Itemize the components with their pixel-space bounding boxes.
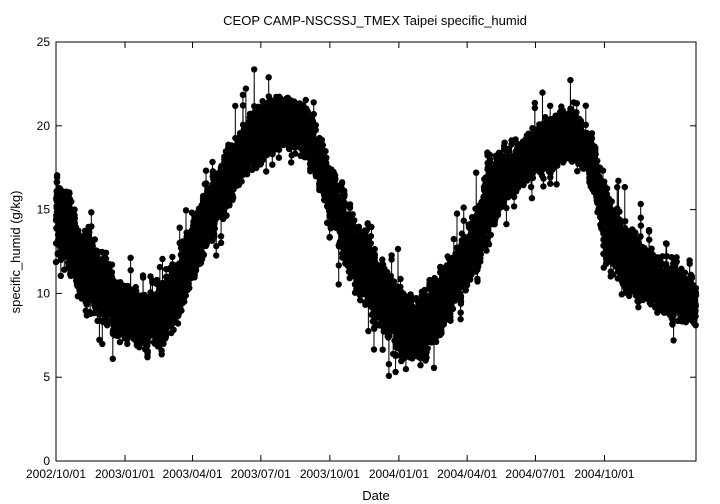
- data-point: [186, 284, 193, 291]
- data-point: [217, 239, 225, 247]
- data-point: [265, 74, 272, 81]
- data-point: [242, 85, 250, 92]
- data-point: [243, 171, 251, 178]
- data-point: [170, 326, 177, 333]
- data-point: [335, 281, 342, 288]
- data-point: [288, 159, 295, 166]
- data-point: [66, 190, 73, 197]
- data-point: [178, 307, 185, 314]
- data-point: [322, 148, 329, 155]
- data-point: [158, 351, 165, 358]
- data-point: [102, 249, 110, 256]
- chart-title: CEOP CAMP-NSCSSJ_TMEX Taipei specific_hu…: [223, 13, 527, 28]
- data-point: [211, 225, 218, 232]
- data-point: [144, 347, 151, 355]
- data-point: [181, 298, 188, 305]
- data-point: [176, 224, 183, 231]
- data-point: [239, 102, 247, 109]
- data-point: [108, 261, 116, 268]
- data-point: [139, 274, 147, 281]
- data-point: [127, 254, 134, 261]
- data-point: [323, 154, 330, 161]
- data-point: [310, 110, 317, 118]
- data-point: [341, 191, 348, 199]
- data-point: [71, 206, 78, 213]
- data-point: [292, 150, 299, 157]
- data-point: [326, 233, 333, 241]
- data-point: [202, 167, 210, 174]
- data-point: [239, 91, 247, 99]
- data-point: [230, 194, 237, 201]
- data-point: [232, 102, 239, 110]
- data-point: [169, 253, 176, 261]
- data-point: [355, 223, 363, 230]
- data-point: [159, 255, 166, 263]
- data-point: [307, 168, 314, 175]
- data-point: [211, 233, 218, 240]
- data-point: [318, 136, 325, 143]
- data-point: [192, 267, 200, 274]
- series-layer: [52, 66, 700, 380]
- data-point: [213, 252, 220, 259]
- data-point: [263, 168, 270, 175]
- data-point: [61, 266, 68, 273]
- data-point: [338, 179, 346, 186]
- data-point: [127, 267, 134, 274]
- data-point: [88, 209, 95, 216]
- data-point: [99, 340, 106, 348]
- data-point: [53, 178, 61, 186]
- data-point: [102, 255, 110, 262]
- data-point: [335, 262, 342, 269]
- data-point: [182, 292, 189, 299]
- data-point: [91, 309, 98, 317]
- data-point: [310, 99, 317, 106]
- data-point: [332, 175, 339, 182]
- data-point: [52, 258, 60, 266]
- data-point: [124, 340, 131, 348]
- data-point: [312, 122, 319, 129]
- data-point: [91, 236, 99, 243]
- data-point: [209, 158, 216, 166]
- data-point: [53, 172, 61, 179]
- data-point: [351, 217, 358, 224]
- data-point: [349, 211, 356, 218]
- data-point: [275, 146, 283, 153]
- data-point: [174, 320, 182, 327]
- data-point: [71, 215, 78, 222]
- data-point: [108, 269, 116, 276]
- data-point: [200, 251, 208, 259]
- data-point: [156, 263, 164, 271]
- data-point: [217, 233, 225, 240]
- data-point: [251, 66, 258, 73]
- data-point: [68, 198, 75, 205]
- data-point: [86, 229, 93, 236]
- data-point: [223, 212, 230, 219]
- data-point: [57, 272, 64, 279]
- data-point: [133, 287, 140, 295]
- data-point: [269, 161, 276, 168]
- data-point: [319, 142, 326, 149]
- data-point: [182, 207, 190, 214]
- data-point: [275, 154, 283, 161]
- data-point: [346, 201, 354, 208]
- data-point: [302, 96, 309, 104]
- data-point: [116, 338, 124, 346]
- data-point: [238, 178, 245, 185]
- data-point: [109, 355, 117, 362]
- data-point: [88, 223, 95, 230]
- data-point: [341, 202, 348, 209]
